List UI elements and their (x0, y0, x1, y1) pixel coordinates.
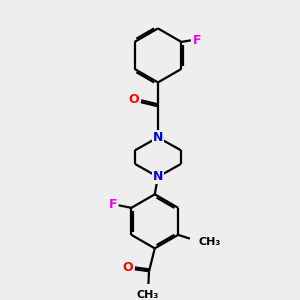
Text: N: N (153, 170, 163, 183)
Text: N: N (153, 131, 163, 144)
Text: F: F (193, 34, 202, 47)
Text: CH₃: CH₃ (198, 237, 220, 247)
Text: O: O (128, 93, 139, 106)
Text: O: O (122, 261, 133, 274)
Text: F: F (109, 198, 117, 211)
Text: CH₃: CH₃ (136, 290, 159, 300)
